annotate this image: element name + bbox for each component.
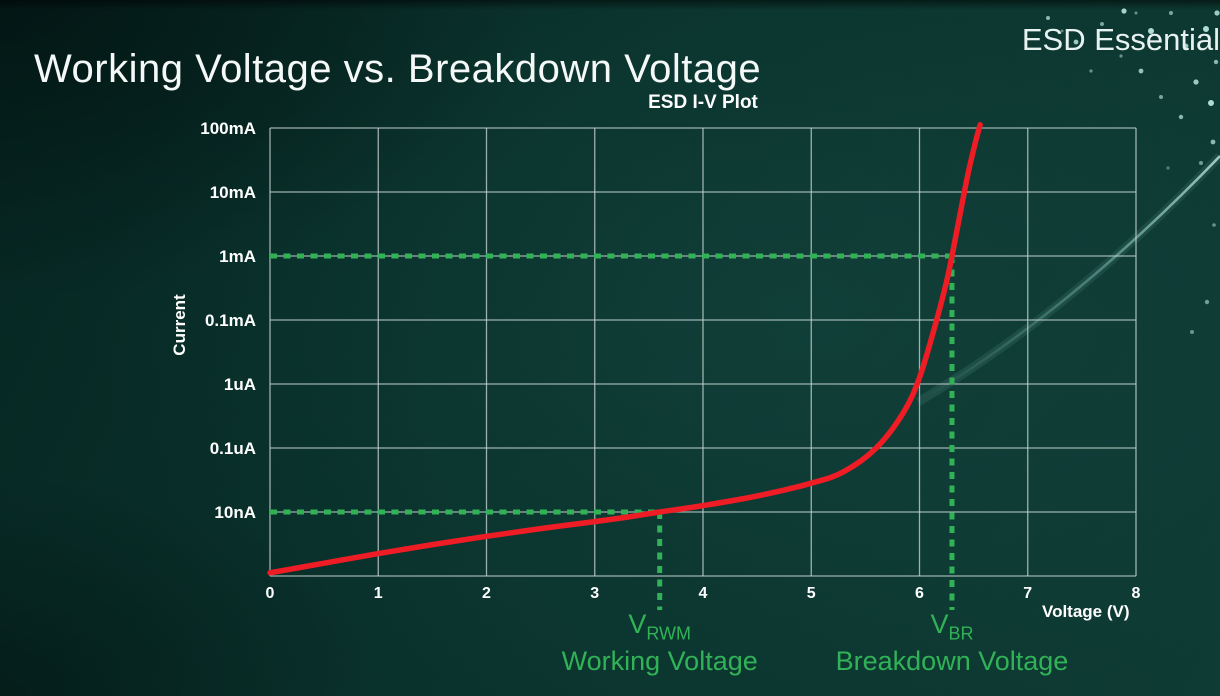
y-tick-label: 0.1mA <box>205 311 256 330</box>
vrwm-label: VRWM <box>562 609 758 644</box>
vrwm-subscript: RWM <box>646 623 692 644</box>
decorative-dot <box>1134 11 1138 15</box>
x-tick-label: 2 <box>482 585 491 602</box>
x-tick-label: 6 <box>915 585 924 602</box>
working-voltage-caption: Working Voltage <box>561 646 758 677</box>
decorative-dot <box>1046 16 1050 20</box>
decorative-dot <box>1166 166 1170 170</box>
decorative-curve <box>917 155 1220 404</box>
y-tick-label: 10nA <box>214 503 256 522</box>
chart-title: ESD I-V Plot <box>648 92 758 113</box>
decorative-dot <box>1178 114 1184 120</box>
vbr-symbol: V <box>930 609 949 639</box>
decorative-dot <box>1089 69 1093 73</box>
x-tick-label: 3 <box>590 585 599 602</box>
x-tick-label: 8 <box>1132 585 1141 602</box>
y-tick-label: 1uA <box>224 375 256 394</box>
working-voltage-annotation: VRWM Working Voltage <box>561 609 758 677</box>
page-title: Working Voltage vs. Breakdown Voltage <box>34 46 762 91</box>
brand-logo-text: ESD Essential <box>1021 22 1220 57</box>
decorative-dot <box>1183 43 1189 49</box>
decorative-dot <box>1203 26 1209 32</box>
x-tick-label: 0 <box>266 585 275 602</box>
decorative-dot <box>1210 139 1216 145</box>
x-axis-title: Voltage (V) <box>1042 602 1130 621</box>
decorative-dot <box>1214 10 1220 16</box>
y-tick-label: 0.1uA <box>210 439 256 458</box>
decorative-dot <box>1100 22 1104 26</box>
decorative-dot <box>1199 161 1203 165</box>
vbr-subscript: BR <box>948 623 974 644</box>
decorative-dot <box>1208 100 1214 106</box>
decorative-dot <box>1204 299 1210 305</box>
breakdown-voltage-annotation: VBR Breakdown Voltage <box>835 609 1069 677</box>
y-tick-label: 1mA <box>219 247 256 266</box>
x-tick-label: 5 <box>807 585 816 602</box>
decorative-dot <box>1212 223 1216 227</box>
decorative-dot <box>1073 39 1079 45</box>
y-tick-label: 100mA <box>200 119 256 138</box>
x-tick-label: 7 <box>1023 585 1032 602</box>
decorative-dot <box>1148 28 1154 34</box>
decorative-dots <box>1046 8 1220 334</box>
decorative-dot <box>1213 59 1219 65</box>
vrwm-symbol: V <box>628 609 647 639</box>
decorative-dot <box>1190 330 1194 334</box>
decorative-dot <box>1138 68 1144 74</box>
decorative-dot <box>1119 54 1123 58</box>
breakdown-voltage-caption: Breakdown Voltage <box>835 646 1069 677</box>
decorative-dot <box>1121 8 1127 14</box>
decorative-dot <box>1060 29 1064 33</box>
iv-curve <box>267 122 983 576</box>
y-tick-label: 10mA <box>210 183 256 202</box>
decorative-dot <box>1169 11 1173 15</box>
decorative-dot <box>1193 79 1199 85</box>
decorative-dot <box>1159 95 1163 99</box>
vbr-label: VBR <box>836 609 1069 644</box>
x-tick-label: 4 <box>699 585 708 602</box>
x-tick-label: 1 <box>374 585 383 602</box>
